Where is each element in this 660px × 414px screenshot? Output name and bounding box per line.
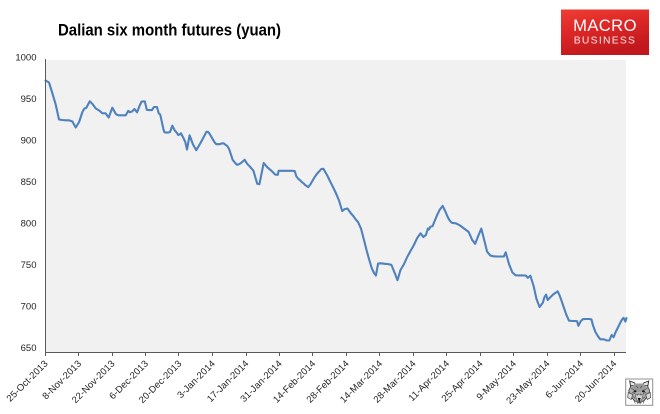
svg-text:Dalian six month futures (yuan: Dalian six month futures (yuan) xyxy=(58,21,281,39)
svg-text:900: 900 xyxy=(21,136,37,147)
svg-text:750: 750 xyxy=(21,260,37,271)
svg-text:950: 950 xyxy=(21,94,37,105)
svg-text:700: 700 xyxy=(21,302,37,313)
svg-text:850: 850 xyxy=(21,177,37,188)
svg-text:MACRO: MACRO xyxy=(573,16,637,35)
svg-text:1000: 1000 xyxy=(15,53,36,64)
svg-text:800: 800 xyxy=(21,219,37,230)
svg-text:650: 650 xyxy=(21,343,37,354)
svg-text:BUSINESS: BUSINESS xyxy=(574,35,636,46)
